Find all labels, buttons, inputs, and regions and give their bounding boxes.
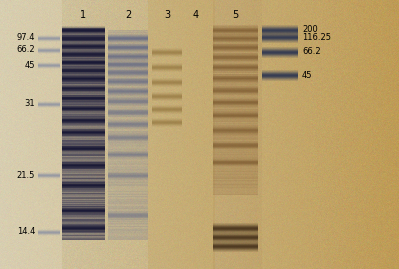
Text: 45: 45 [24, 61, 35, 69]
Text: 2: 2 [125, 10, 131, 20]
Text: 97.4: 97.4 [16, 34, 35, 43]
Text: 4: 4 [193, 10, 199, 20]
Text: 66.2: 66.2 [16, 45, 35, 55]
Text: 66.2: 66.2 [302, 48, 321, 56]
Text: 5: 5 [232, 10, 238, 20]
Text: 31: 31 [24, 100, 35, 108]
Text: 116.25: 116.25 [302, 33, 331, 41]
Text: 21.5: 21.5 [17, 171, 35, 179]
Text: 45: 45 [302, 70, 312, 80]
Text: 3: 3 [164, 10, 170, 20]
Text: 200: 200 [302, 26, 318, 34]
Text: 14.4: 14.4 [17, 228, 35, 236]
Text: 1: 1 [80, 10, 86, 20]
